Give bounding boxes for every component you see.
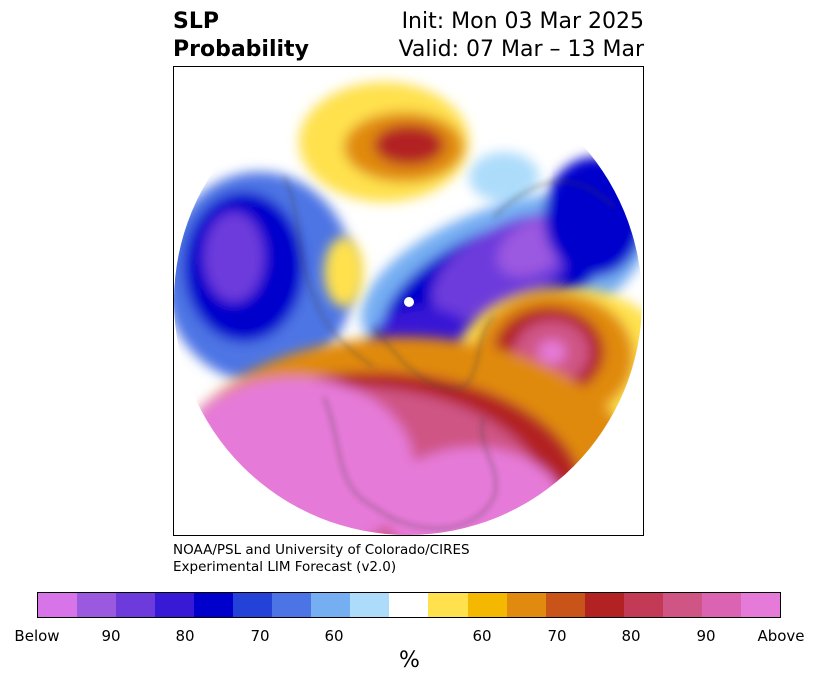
colorbar-tick-label: Below (14, 627, 60, 645)
colorbar-tick-label: 70 (250, 627, 270, 645)
colorbar-segment (77, 593, 117, 617)
forecast-dates: Init: Mon 03 Mar 2025 Valid: 07 Mar – 13… (399, 8, 644, 64)
colorbar-unit-label: % (399, 648, 420, 673)
colorbar-segment (545, 593, 585, 617)
colorbar-segment (155, 593, 195, 617)
forecast-disc (174, 67, 642, 535)
colorbar-segment (701, 593, 741, 617)
variable-title: SLP Probability (173, 8, 309, 64)
credit-line2: Experimental LIM Forecast (v2.0) (173, 559, 397, 575)
colorbar-segment (350, 593, 390, 617)
colorbar-tick-label: 80 (175, 627, 195, 645)
colorbar-tick-label: 90 (101, 627, 121, 645)
colorbar-segment (116, 593, 156, 617)
variable-title-line2: Probability (173, 37, 309, 62)
colorbar-segment (38, 593, 78, 617)
below-normal-region (174, 152, 642, 387)
colorbar-segment (233, 593, 273, 617)
init-date: Init: Mon 03 Mar 2025 (401, 9, 644, 34)
colorbar-tick-labels: Below 90 80 70 60 60 70 80 90 Above (0, 627, 819, 647)
colorbar-tick-label: 80 (621, 627, 641, 645)
colorbar-segment (428, 593, 468, 617)
colorbar-tick-label: Above (757, 627, 805, 645)
colorbar (37, 592, 781, 618)
colorbar-segment (506, 593, 546, 617)
colorbar-segment (272, 593, 312, 617)
credit-text: NOAA/PSL and University of Colorado/CIRE… (173, 542, 470, 576)
colorbar-segment (662, 593, 702, 617)
colorbar-tick-label: 60 (324, 627, 344, 645)
variable-title-line1: SLP (173, 9, 219, 34)
colorbar-segment (467, 593, 507, 617)
colorbar-segment (584, 593, 624, 617)
colorbar-segment (740, 593, 780, 617)
valid-date: Valid: 07 Mar – 13 Mar (398, 37, 644, 62)
colorbar-segment (389, 593, 429, 617)
above-normal-region (174, 82, 642, 535)
colorbar-segment (623, 593, 663, 617)
colorbar-tick-label: 70 (547, 627, 567, 645)
probability-map (174, 67, 642, 535)
colorbar-segment (194, 593, 234, 617)
coastlines (283, 176, 615, 529)
credit-line1: NOAA/PSL and University of Colorado/CIRE… (173, 542, 470, 558)
colorbar-segment (311, 593, 351, 617)
colorbar-tick-label: 90 (696, 627, 716, 645)
colorbar-tick-label: 60 (472, 627, 492, 645)
map-panel (173, 66, 644, 536)
